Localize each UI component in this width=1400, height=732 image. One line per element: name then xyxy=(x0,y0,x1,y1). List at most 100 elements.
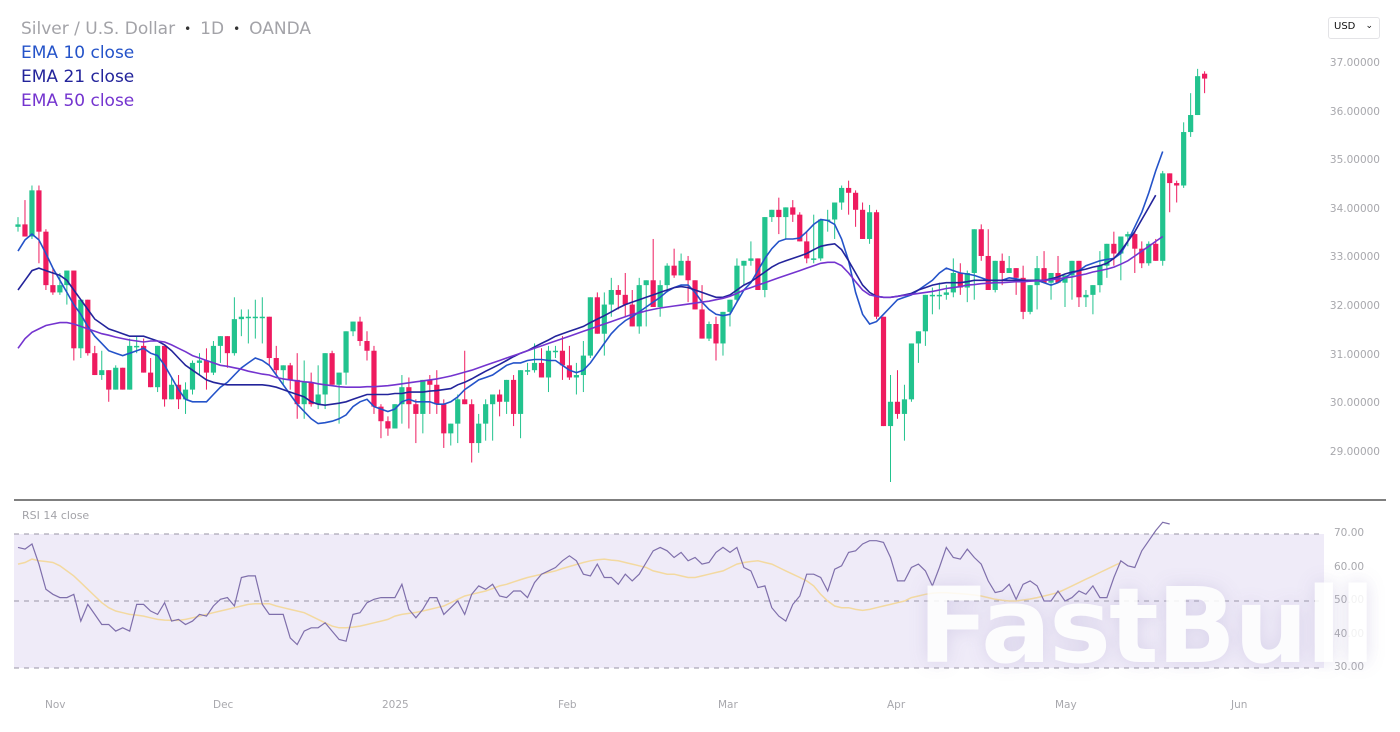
candle[interactable] xyxy=(950,258,956,298)
candle[interactable] xyxy=(343,331,349,385)
candle[interactable] xyxy=(1083,289,1089,307)
candle[interactable] xyxy=(580,341,586,393)
candle[interactable] xyxy=(64,270,70,305)
candle[interactable] xyxy=(259,297,265,344)
candle[interactable] xyxy=(629,289,635,327)
candle[interactable] xyxy=(490,394,496,441)
candle[interactable] xyxy=(441,399,447,448)
candle[interactable] xyxy=(168,377,175,400)
candle[interactable] xyxy=(399,375,405,424)
candle[interactable] xyxy=(552,345,559,359)
candle[interactable] xyxy=(420,379,426,434)
candle[interactable] xyxy=(783,207,789,239)
candle[interactable] xyxy=(692,280,698,310)
candle[interactable] xyxy=(510,375,517,427)
candle[interactable] xyxy=(315,365,321,410)
candle[interactable] xyxy=(622,272,628,317)
candle[interactable] xyxy=(189,360,196,395)
candle[interactable] xyxy=(1020,265,1026,320)
candle[interactable] xyxy=(434,370,440,414)
candle[interactable] xyxy=(1174,180,1180,203)
candle[interactable] xyxy=(769,209,775,222)
candle[interactable] xyxy=(873,209,880,320)
candle[interactable] xyxy=(336,372,342,424)
candle[interactable] xyxy=(859,202,866,239)
candle[interactable] xyxy=(455,394,461,444)
candle[interactable] xyxy=(1069,260,1075,300)
candle[interactable] xyxy=(901,384,908,441)
candle[interactable] xyxy=(1118,236,1124,281)
candle[interactable] xyxy=(1202,71,1208,94)
indicator-ema21[interactable]: EMA 21 close xyxy=(21,67,135,87)
candle[interactable] xyxy=(406,377,412,429)
symbol-name[interactable]: Silver / U.S. Dollar xyxy=(21,19,176,39)
candle[interactable] xyxy=(106,370,112,402)
candle[interactable] xyxy=(915,331,922,363)
candle[interactable] xyxy=(210,341,217,376)
candle[interactable] xyxy=(217,336,224,363)
candle[interactable] xyxy=(469,399,475,463)
candle[interactable] xyxy=(57,272,63,295)
candle[interactable] xyxy=(301,360,307,419)
candle[interactable] xyxy=(231,297,237,356)
candle[interactable] xyxy=(357,316,363,346)
candle[interactable] xyxy=(671,248,677,278)
candle[interactable] xyxy=(545,345,552,393)
candle[interactable] xyxy=(78,299,84,359)
candle[interactable] xyxy=(832,202,838,239)
interval-label[interactable]: 1D xyxy=(200,19,225,39)
candle[interactable] xyxy=(413,399,419,444)
candle[interactable] xyxy=(978,224,984,261)
candle[interactable] xyxy=(685,255,691,303)
candle[interactable] xyxy=(273,345,279,376)
candle[interactable] xyxy=(1160,170,1166,266)
candle[interactable] xyxy=(329,350,335,385)
candle[interactable] xyxy=(1076,260,1082,307)
candle[interactable] xyxy=(280,365,286,385)
candle[interactable] xyxy=(148,358,154,388)
candle[interactable] xyxy=(657,280,663,317)
candle[interactable] xyxy=(1132,231,1138,273)
candle[interactable] xyxy=(559,336,566,380)
candle[interactable] xyxy=(720,311,726,356)
candle[interactable] xyxy=(887,375,894,482)
candle[interactable] xyxy=(1027,285,1033,315)
candle[interactable] xyxy=(853,190,859,227)
candle[interactable] xyxy=(964,270,970,303)
candle[interactable] xyxy=(1104,243,1110,278)
candle[interactable] xyxy=(120,367,126,390)
candle[interactable] xyxy=(497,389,503,417)
candle[interactable] xyxy=(155,345,161,393)
candle[interactable] xyxy=(364,331,370,361)
candle[interactable] xyxy=(1090,285,1096,315)
candle[interactable] xyxy=(636,277,642,334)
candle[interactable] xyxy=(1125,231,1131,247)
candle[interactable] xyxy=(1097,251,1103,293)
candle[interactable] xyxy=(566,345,573,380)
candle[interactable] xyxy=(748,241,754,266)
candle[interactable] xyxy=(92,345,98,376)
candle[interactable] xyxy=(936,282,942,310)
candle[interactable] xyxy=(43,229,49,290)
candle[interactable] xyxy=(818,219,824,261)
candle[interactable] xyxy=(224,336,230,368)
candle[interactable] xyxy=(734,258,740,303)
candle[interactable] xyxy=(615,285,621,310)
candle[interactable] xyxy=(839,185,845,210)
candle[interactable] xyxy=(538,348,545,378)
candle[interactable] xyxy=(252,299,258,339)
candle[interactable] xyxy=(866,204,873,244)
candle[interactable] xyxy=(1167,173,1173,213)
candle[interactable] xyxy=(141,338,147,373)
candle[interactable] xyxy=(1188,93,1194,137)
candle[interactable] xyxy=(22,200,28,237)
candle[interactable] xyxy=(790,200,796,222)
rsi-panel-title[interactable]: RSI 14 close xyxy=(22,509,90,522)
candle[interactable] xyxy=(811,214,817,264)
candle[interactable] xyxy=(846,180,852,215)
candle[interactable] xyxy=(371,345,377,414)
candle[interactable] xyxy=(127,338,133,390)
candle[interactable] xyxy=(15,217,21,232)
candle[interactable] xyxy=(664,263,670,293)
